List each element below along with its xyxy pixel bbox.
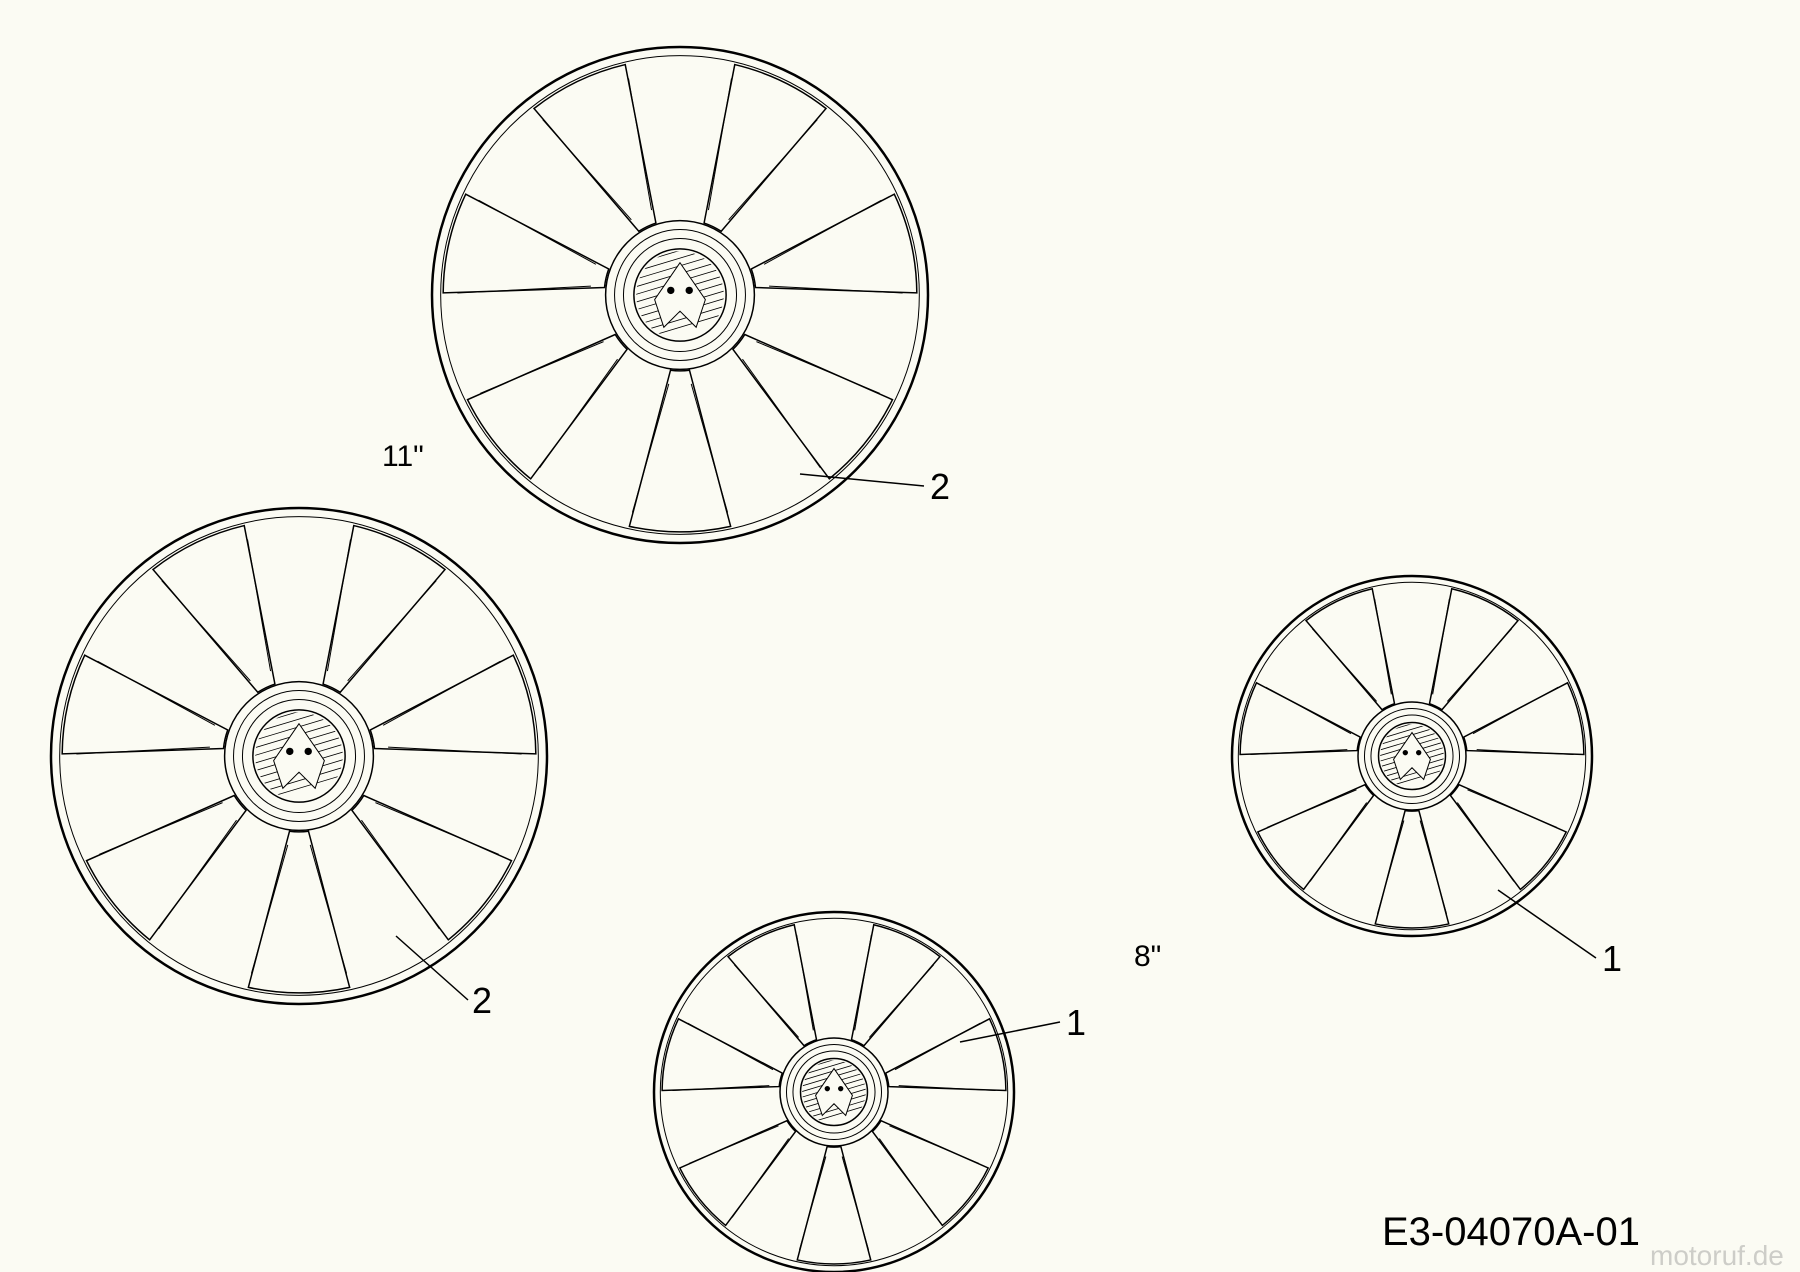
callout-number: 1	[1602, 938, 1622, 980]
callout-leader	[1496, 888, 1598, 960]
callout-leader	[394, 934, 470, 1002]
drawing-number: E3-04070A-01	[1382, 1210, 1640, 1255]
watermark-text: motoruf.de	[1650, 1240, 1784, 1272]
size-label: 11"	[382, 440, 424, 474]
diagram-canvas: 2 11" 2 1 8" 1 E3-04070A-01 motoruf.de	[0, 0, 1800, 1272]
callout-leader	[798, 472, 926, 488]
callout-number: 1	[1066, 1002, 1086, 1044]
hubcap-illustration	[1227, 571, 1597, 941]
callout-leader	[958, 1020, 1062, 1044]
size-label: 8"	[1134, 940, 1161, 974]
callout-number: 2	[472, 980, 492, 1022]
hubcap-illustration	[46, 503, 552, 1009]
hubcap-illustration	[649, 907, 1019, 1272]
callout-number: 2	[930, 466, 950, 508]
